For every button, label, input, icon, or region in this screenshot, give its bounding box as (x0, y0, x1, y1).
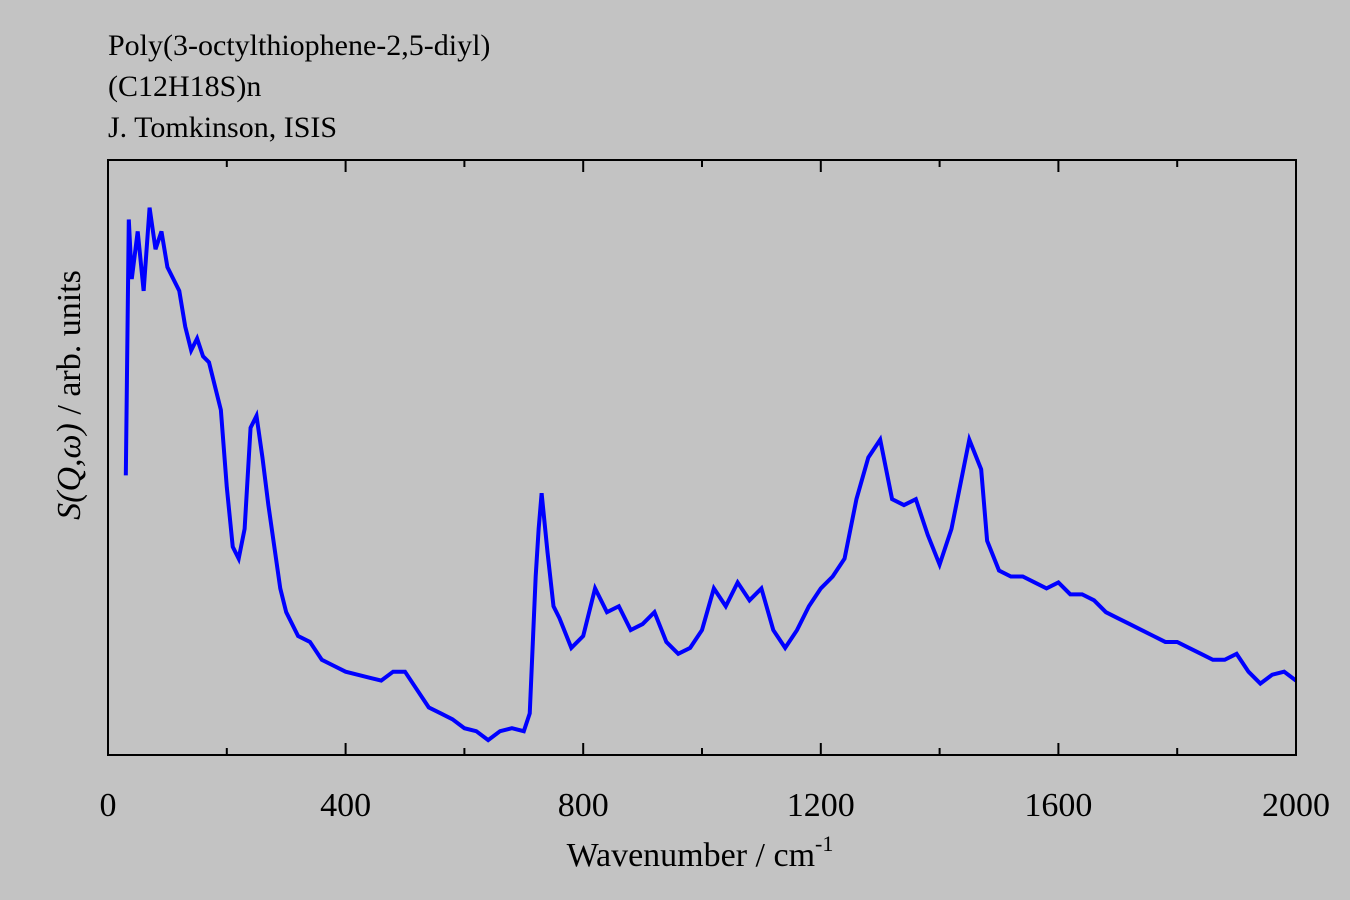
x-tick-label: 1600 (1024, 787, 1092, 824)
title-line: Poly(3-octylthiophene-2,5-diyl) (108, 29, 490, 62)
y-axis-label: S(Q,ω) / arb. units (51, 270, 88, 520)
x-tick-label: 800 (558, 787, 609, 824)
title-line: (C12H18S)n (108, 70, 261, 103)
x-axis-label-text: Wavenumber / cm (567, 837, 815, 874)
x-tick-label: 1200 (787, 787, 855, 824)
data-line (123, 207, 1298, 743)
title-line: J. Tomkinson, ISIS (108, 111, 337, 144)
y-axis-label-italic: S(Q,ω) (51, 423, 88, 520)
x-axis-label-sup: -1 (815, 831, 833, 856)
x-axis-label: Wavenumber / cm-1 (567, 831, 834, 874)
x-tick-label: 400 (320, 787, 371, 824)
y-axis-label-text: / arb. units (51, 270, 88, 423)
plot-frame (107, 159, 1297, 756)
x-tick-label: 2000 (1262, 787, 1330, 824)
x-tick-label: 0 (100, 787, 117, 824)
